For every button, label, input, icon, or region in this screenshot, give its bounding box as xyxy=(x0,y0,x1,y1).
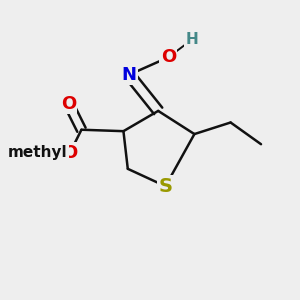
Text: methyl: methyl xyxy=(8,146,68,160)
Text: H: H xyxy=(185,32,198,47)
Text: O: O xyxy=(62,144,77,162)
Text: O: O xyxy=(61,95,76,113)
Text: N: N xyxy=(122,66,137,84)
Text: O: O xyxy=(161,48,176,66)
Text: S: S xyxy=(158,177,172,196)
